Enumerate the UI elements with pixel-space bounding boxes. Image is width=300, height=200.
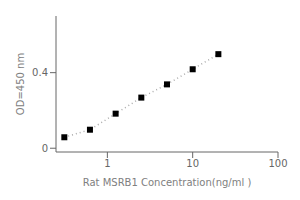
svg-text:0: 0 <box>42 143 48 154</box>
svg-text:1: 1 <box>104 158 110 169</box>
svg-text:Rat MSRB1 Concentration(ng/ml: Rat MSRB1 Concentration(ng/ml ) <box>83 177 252 188</box>
svg-text:OD=450 nm: OD=450 nm <box>15 53 26 115</box>
svg-text:10: 10 <box>186 158 199 169</box>
svg-text:100: 100 <box>268 158 287 169</box>
svg-text:0.4: 0.4 <box>32 67 48 78</box>
